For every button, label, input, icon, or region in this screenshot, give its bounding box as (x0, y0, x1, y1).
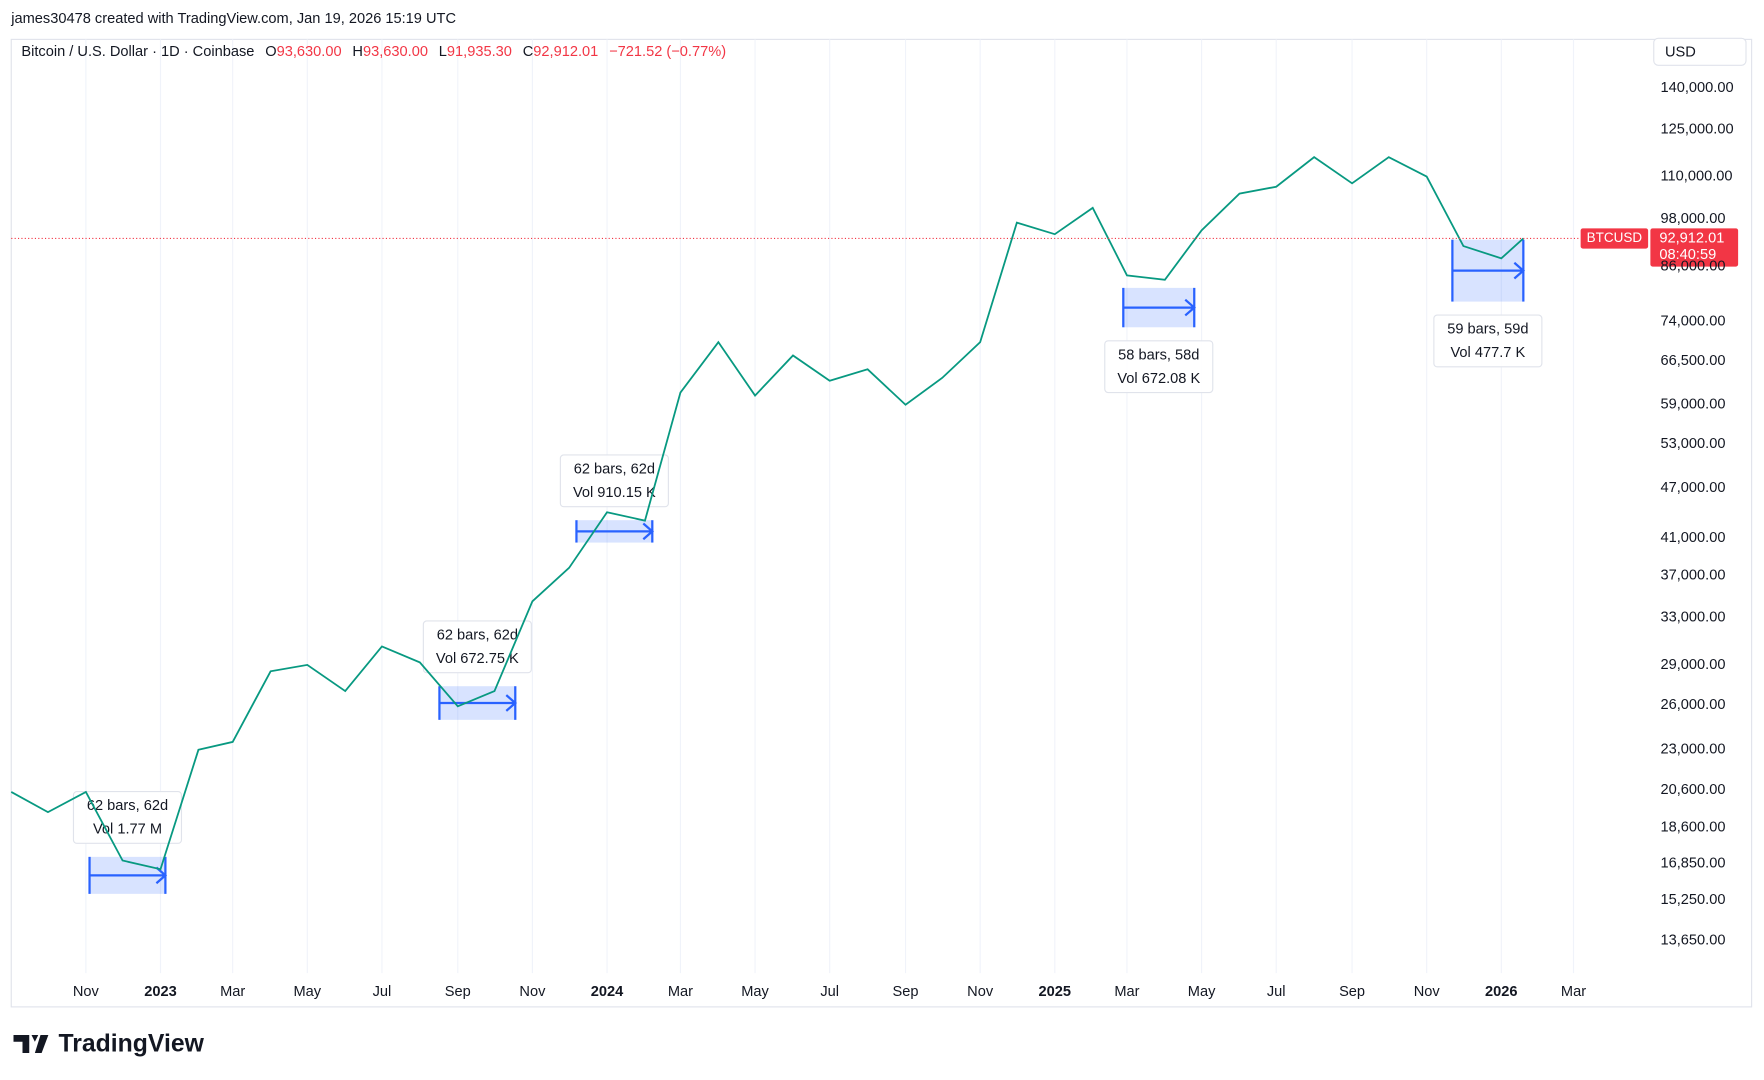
ohlc-key: O (265, 44, 276, 60)
x-tick-label: Jul (820, 984, 839, 1000)
measure-arrow (576, 522, 655, 541)
price-tag (1580, 228, 1649, 249)
y-tick-label: 26,000.00 (1661, 697, 1726, 713)
y-tick-label: 37,000.00 (1661, 568, 1726, 584)
measure-volume: Vol 477.7 K (1450, 345, 1525, 361)
measure-bars: 62 bars, 62d (574, 461, 655, 477)
ohlc-value: 91,935.30 (447, 44, 512, 60)
change: −721.52 (−0.77%) (609, 44, 726, 60)
x-tick-label: Jul (1267, 984, 1286, 1000)
x-tick-label: 2025 (1039, 984, 1072, 1000)
symbol: Bitcoin / U.S. Dollar · 1D · Coinbase (21, 44, 254, 60)
legend: Bitcoin / U.S. Dollar · 1D · Coinbase O9… (21, 44, 726, 60)
y-tick-label: 59,000.00 (1661, 397, 1726, 413)
measure-arrow (89, 866, 168, 885)
ohlc-value: 92,912.01 (533, 44, 598, 60)
measure-bars: 62 bars, 62d (87, 798, 168, 814)
x-tick-label: Nov (967, 984, 994, 1000)
x-tick-label: Mar (1561, 984, 1586, 1000)
x-tick-label: Sep (445, 984, 471, 1000)
y-tick-label: 23,000.00 (1661, 742, 1726, 758)
ohlc-value: 93,630.00 (277, 44, 342, 60)
currency[interactable]: USD (1665, 45, 1696, 61)
price-line (10, 156, 1524, 871)
measure-label-box (422, 620, 532, 674)
y-tick-label: 110,000.00 (1661, 168, 1733, 184)
x-tick-label: Mar (668, 984, 693, 1000)
x-tick-label: Jul (373, 984, 392, 1000)
price-tag-countdown: 08:40:59 (1659, 247, 1716, 263)
price-tag (1650, 228, 1739, 267)
x-tick-label: 2026 (1485, 984, 1518, 1000)
x-tick-label: 2024 (591, 984, 624, 1000)
y-tick-label: 86,000.00 (1661, 259, 1726, 275)
x-tick-label: May (294, 984, 322, 1000)
ohlc-key: H (352, 44, 363, 60)
y-tick-label: 33,000.00 (1661, 609, 1726, 625)
measure-volume: Vol 910.15 K (573, 485, 656, 501)
credit: james30478 created with TradingView.com,… (10, 11, 456, 27)
measure-bars: 59 bars, 59d (1447, 322, 1528, 338)
y-tick-label: 140,000.00 (1661, 80, 1734, 96)
measure-arrow (1452, 261, 1526, 280)
y-tick-label: 53,000.00 (1661, 436, 1726, 452)
x-tick-label: May (1188, 984, 1216, 1000)
y-tick-label: 66,500.00 (1661, 353, 1726, 369)
logo-mark (13, 1035, 49, 1053)
x-tick-label: Nov (519, 984, 546, 1000)
measure-label-box (72, 791, 183, 844)
y-tick-label: 29,000.00 (1661, 657, 1726, 673)
measure-arrow (439, 694, 517, 712)
x-tick-label: Sep (893, 984, 919, 1000)
x-tick-label: Mar (1114, 984, 1139, 1000)
y-tick-label: 74,000.00 (1661, 314, 1726, 330)
measure-volume: Vol 1.77 M (93, 822, 162, 838)
chart-frame (10, 38, 1753, 1008)
x-tick-label: May (741, 984, 769, 1000)
x-tick-label: Nov (1414, 984, 1441, 1000)
y-tick-label: 15,250.00 (1661, 892, 1726, 908)
y-tick-label: 41,000.00 (1661, 530, 1726, 546)
logo-text: TradingView (59, 1031, 205, 1058)
y-tick-label: 16,850.00 (1661, 856, 1726, 872)
y-tick-label: 98,000.00 (1661, 211, 1726, 227)
logo: TradingView (13, 1031, 205, 1058)
ohlc-value: 93,630.00 (363, 44, 428, 60)
y-tick-label: 125,000.00 (1661, 122, 1734, 138)
price-tag-symbol: BTCUSD (1587, 230, 1643, 245)
x-tick-label: 2023 (144, 984, 177, 1000)
measure-label-box (559, 454, 669, 508)
measure-bars: 62 bars, 62d (437, 627, 518, 643)
measure-label-box (1104, 340, 1214, 394)
ohlc-key: C (523, 44, 534, 60)
x-tick-label: Sep (1339, 984, 1365, 1000)
measure-volume: Vol 672.75 K (436, 651, 519, 667)
measure-bars: 58 bars, 58d (1118, 347, 1199, 363)
y-tick-label: 20,600.00 (1661, 782, 1726, 798)
y-tick-label: 47,000.00 (1661, 480, 1726, 496)
y-tick-label: 18,600.00 (1661, 819, 1726, 835)
x-tick-label: Nov (73, 984, 100, 1000)
measure-label-box (1433, 314, 1543, 368)
measure-volume: Vol 672.08 K (1117, 371, 1200, 387)
price-tag-price: 92,912.01 (1659, 230, 1724, 246)
measure-arrow (1123, 298, 1196, 317)
y-tick-label: 13,650.00 (1661, 933, 1726, 949)
x-tick-label: Mar (220, 984, 245, 1000)
ohlc-key: L (439, 44, 447, 60)
currency-button[interactable] (1653, 37, 1747, 66)
